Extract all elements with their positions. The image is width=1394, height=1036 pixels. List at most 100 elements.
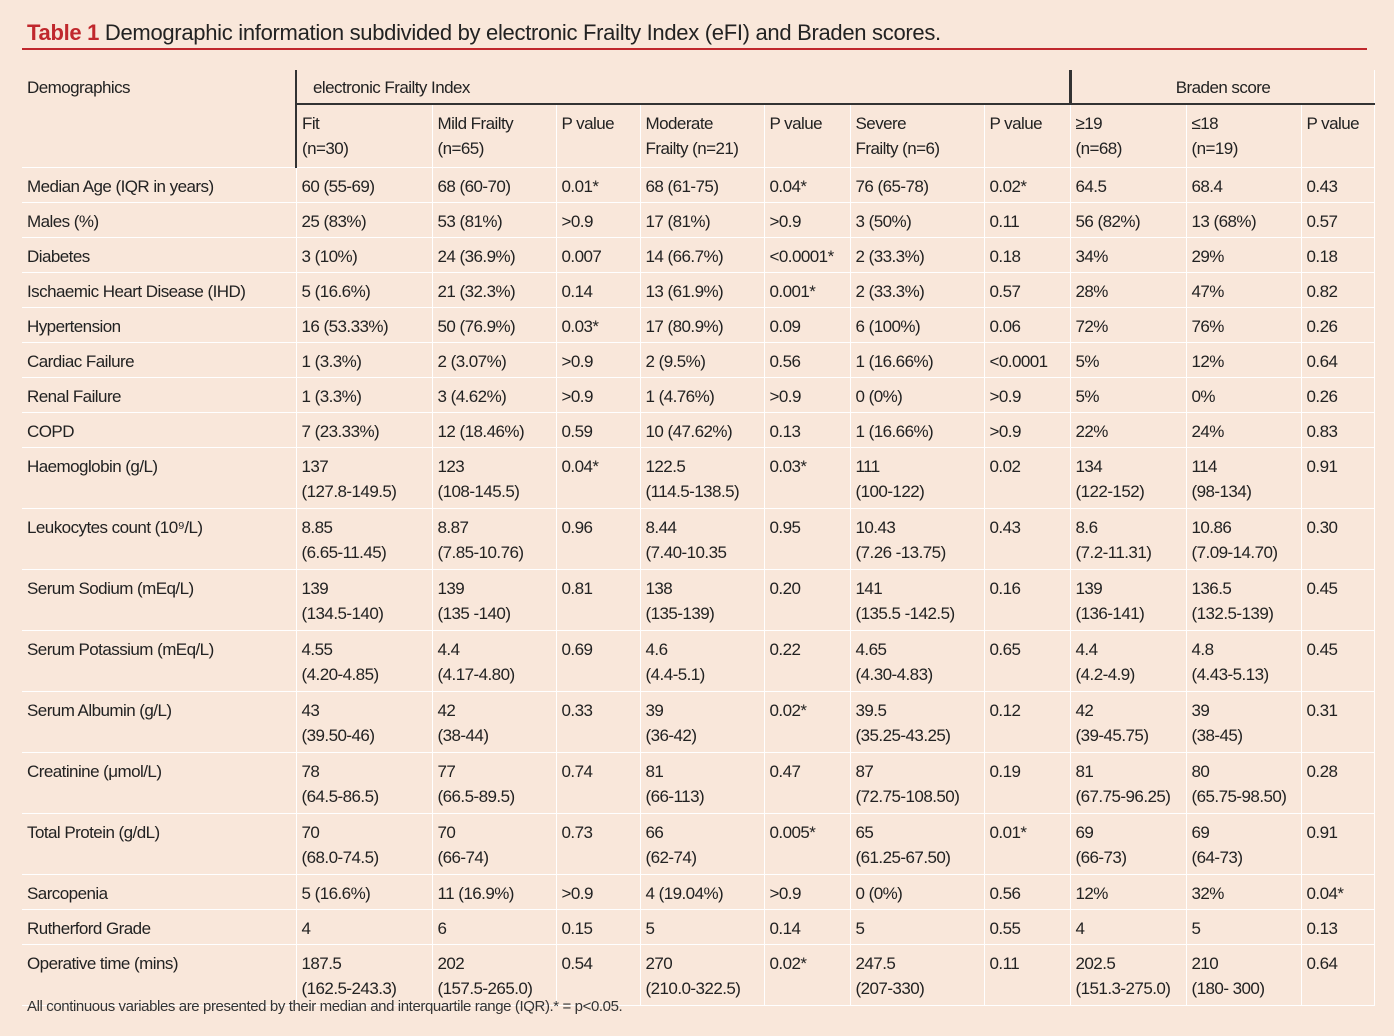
table-cell: 0.02* [983,167,1071,203]
cell-text: 17 (80.9%) [645,317,724,336]
table-cell: 72% [1069,307,1187,343]
cell-line: (108-145.5) [437,482,520,501]
cell-text: >0.9 [769,212,802,231]
table-cell: 70 (66-74) [431,813,557,875]
table-cell: 29% [1185,237,1302,273]
cell-line: (72.75-108.50) [855,787,960,806]
cell-text: >0.9 [769,884,802,903]
table-cell: 14 (66.7%) [639,237,765,273]
table-cell: 76% [1185,307,1302,343]
cell-line: 139 [301,579,329,598]
cell-line: 8.44 [645,518,677,537]
cell-line: 10.86 [1191,518,1232,537]
row-label: Total Protein (g/dL) [22,813,297,875]
table-cell: 3 (50%) [849,202,985,238]
table-cell: 5 [639,909,765,945]
table-cell: 0.01* [555,167,641,203]
cell-text: 0% [1191,387,1216,406]
cell-text: 0.30 [1306,518,1338,537]
cell-line: (62-74) [645,848,698,867]
table-cell: 0.22 [763,630,851,692]
cell-text: Cardiac Failure [27,352,135,371]
table-cell: 69 (64-73) [1185,813,1302,875]
cell-line: (136-141) [1075,604,1145,623]
table-cell: 123 (108-145.5) [431,447,557,509]
table-cell: 0.54 [555,944,641,1006]
cell-text: >0.9 [561,352,594,371]
table-cell: 39 (36-42) [639,691,765,753]
table-cell: 138 (135-139) [639,569,765,631]
cell-text: 3 (4.62%) [437,387,507,406]
cell-text: 28% [1075,282,1109,301]
cell-line: (61.25-67.50) [855,848,951,867]
row-label: Males (%) [22,202,297,238]
cell-text: 0.65 [989,640,1021,659]
table-cell: 0.001* [763,272,851,308]
cell-line: 66 [645,823,664,842]
cell-text: 0.33 [561,701,593,720]
table-cell: 1 (16.66%) [849,342,985,378]
cell-line: (66-74) [437,848,490,867]
table-cell: 247.5 (207-330) [849,944,985,1006]
cell-line: (38-44) [437,726,490,745]
cell-line: 87 [855,762,874,781]
cell-line: 81 [1075,762,1094,781]
table-cell: 137 (127.8-149.5) [295,447,433,509]
cell-text: Serum Sodium (mEq/L) [27,579,194,598]
data-table: Demographics electronic Frailty Index Brad… [22,70,1375,1006]
table-cell: 4.55 (4.20-4.85) [295,630,433,692]
table-cell: 16 (53.33%) [295,307,433,343]
cell-text: 64.5 [1075,177,1107,196]
table-row: Hypertension 16 (53.33%) 50 (76.9%) 0.03* 17… [22,307,1375,343]
table-row: Rutherford Grade 4 6 0.15 5 0.14 5 0.55 4 5 0.13 [22,909,1375,945]
cell-line: (64-73) [1191,848,1244,867]
cell-line: Frailty (n=6) [855,139,941,158]
table-cell: 8.44 (7.40-10.35 [639,508,765,570]
cell-text: 16 (53.33%) [301,317,389,336]
row-label: Creatinine (μmol/L) [22,752,297,814]
cell-text: 50 (76.9%) [437,317,516,336]
table-cell: 0.95 [763,508,851,570]
cell-text: 0.01* [989,823,1028,842]
cell-line: 77 [437,762,456,781]
table-cell: 1 (3.3%) [295,377,433,413]
table-cell: 5 [1185,909,1302,945]
table-cell: 0.45 [1300,569,1375,631]
table-cell: 0.83 [1300,412,1375,448]
table-cell: 0.13 [763,412,851,448]
table-cell: 42 (39-45.75) [1069,691,1187,753]
cell-line: (132.5-139) [1191,604,1274,623]
table-cell: 0.55 [983,909,1071,945]
cell-text: 0.14 [769,919,801,938]
cell-text: Total Protein (g/dL) [27,823,160,842]
table-cell: 24 (36.9%) [431,237,557,273]
cell-line: 10.43 [855,518,896,537]
cell-line: (67.75-96.25) [1075,787,1171,806]
table-cell: 80 (65.75-98.50) [1185,752,1302,814]
table-cell: 8.87 (7.85-10.76) [431,508,557,570]
cell-text: 47% [1191,282,1225,301]
cell-text: 1 (3.3%) [301,387,362,406]
cell-line: 43 [301,701,320,720]
cell-line: (4.30-4.83) [855,665,934,684]
table-cell: >0.9 [763,377,851,413]
cell-line: (4.2-4.9) [1075,665,1136,684]
cell-line: (180- 300) [1191,979,1265,998]
cell-text: 0.04* [561,457,600,476]
table-cell: 0.04* [763,167,851,203]
table-cell: 202.5 (151.3-275.0) [1069,944,1187,1006]
table-cell: 42 (38-44) [431,691,557,753]
cell-line: (39.50-46) [301,726,375,745]
row-label: Median Age (IQR in years) [22,167,297,203]
table-cell: 2 (33.3%) [849,272,985,308]
cell-text: 24 (36.9%) [437,247,516,266]
table-cell: 134 (122-152) [1069,447,1187,509]
cell-text: 17 (81%) [645,212,711,231]
table-cell: 0.47 [763,752,851,814]
cell-text: Hypertension [27,317,121,336]
table-cell: 0.04* [555,447,641,509]
cell-line: (4.17-4.80) [437,665,516,684]
cell-text: 0.64 [1306,352,1338,371]
cell-line: (151.3-275.0) [1075,979,1171,998]
cell-text: 0.11 [989,954,1020,973]
